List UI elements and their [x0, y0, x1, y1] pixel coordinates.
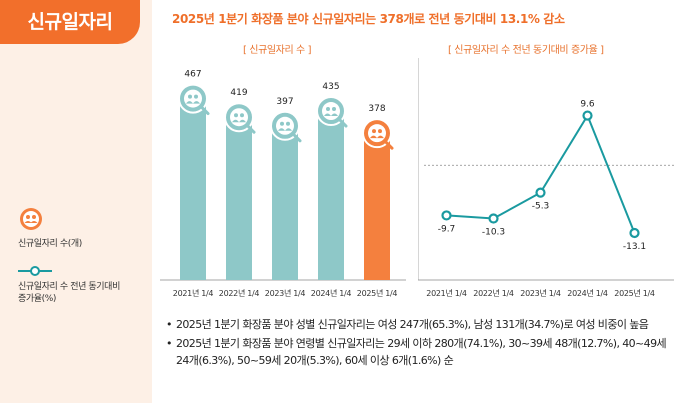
people-search-icon [362, 118, 394, 150]
point-value-label: -9.7 [438, 224, 456, 234]
people-search-icon [224, 102, 256, 134]
bar-value-label: 467 [184, 70, 201, 80]
bar [226, 117, 252, 280]
line-point [535, 187, 546, 198]
section-badge: 신규일자리 [0, 0, 140, 44]
bullet-icon: • [166, 318, 172, 331]
note-text: 2025년 1분기 화장품 분야 연령별 신규일자리는 29세 이하 280개(… [176, 337, 667, 367]
bar [364, 133, 390, 280]
line-point [441, 210, 452, 221]
bullet-icon: • [166, 337, 172, 350]
people-search-icon [20, 208, 42, 230]
bar-value-label: 419 [230, 88, 247, 98]
line-point [582, 110, 593, 121]
line-marker-icon [18, 266, 52, 276]
legend-bar-label: 신규일자리 수(개) [18, 239, 82, 249]
bar-value-label: 378 [368, 104, 385, 114]
note-text: 2025년 1분기 화장품 분야 성별 신규일자리는 여성 247개(65.3%… [176, 318, 649, 331]
x-tick-label: 2024년 1/4 [311, 288, 352, 298]
line-point [488, 213, 499, 224]
bar-chart: 467 2021년 1/4 419 2022년 1/4 397 2023년 1/4 435 2… [160, 70, 406, 298]
x-tick-label: 2022년 1/4 [219, 288, 260, 298]
bar [318, 111, 344, 280]
legend-line-label-1: 신규일자리 수 전년 동기대비 [18, 282, 120, 292]
people-search-icon [316, 96, 348, 128]
note-item: • 2025년 1분기 화장품 분야 연령별 신규일자리는 29세 이하 280… [166, 335, 672, 369]
legend-bar-entry: 신규일자리 수(개) [18, 206, 148, 250]
line-chart-title: [ 신규일자리 수 전년 동기대비 증가율 ] [448, 45, 604, 56]
note-item: • 2025년 1분기 화장품 분야 성별 신규일자리는 여성 247개(65.… [166, 316, 672, 333]
point-value-label: -10.3 [482, 228, 505, 238]
legend-line-entry: 신규일자리 수 전년 동기대비 증가율(%) [18, 262, 148, 305]
point-value-label: -5.3 [532, 202, 550, 212]
people-search-icon [178, 83, 210, 116]
legend-line-label-2: 증가율(%) [18, 294, 57, 304]
series-line [446, 113, 636, 234]
bar [180, 98, 206, 280]
x-tick-label: 2025년 1/4 [357, 288, 398, 298]
bar-value-label: 397 [276, 97, 293, 107]
x-tick-label: 2023년 1/4 [265, 288, 306, 298]
bar [272, 125, 298, 281]
x-tick-label: 2022년 1/4 [473, 288, 514, 298]
x-tick-label: 2021년 1/4 [426, 288, 467, 298]
point-value-label: 9.6 [580, 100, 595, 110]
bar-chart-title: [ 신규일자리 수 ] [243, 45, 312, 56]
people-search-icon [270, 110, 302, 143]
headline: 2025년 1분기 화장품 분야 신규일자리는 378개로 전년 동기대비 13… [172, 12, 565, 26]
notes-list: • 2025년 1분기 화장품 분야 성별 신규일자리는 여성 247개(65.… [166, 316, 672, 371]
x-tick-label: 2024년 1/4 [567, 288, 608, 298]
point-value-label: -13.1 [623, 242, 646, 252]
line-point [629, 227, 640, 239]
x-tick-label: 2023년 1/4 [520, 288, 561, 298]
sidebar-panel [0, 0, 152, 403]
line-chart: -9.7 2021년 1/4 -10.3 2022년 1/4 -5.3 2023년 1/4… [418, 58, 674, 298]
x-tick-label: 2021년 1/4 [173, 288, 214, 298]
bar-value-label: 435 [322, 82, 339, 92]
x-tick-label: 2025년 1/4 [614, 288, 655, 298]
